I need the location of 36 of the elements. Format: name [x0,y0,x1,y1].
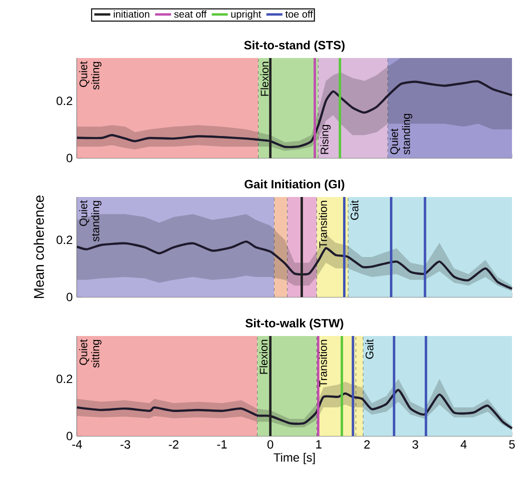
y-tick-label: 0.2 [56,236,72,244]
band-label: Rising [320,124,331,154]
legend-label: seat off [174,10,207,18]
x-tick-label: -1 [217,440,227,448]
chart-title: Sit-to-walk (STW) [246,318,344,330]
chart-title: Gait Initiation (GI) [244,180,344,191]
y-tick-label: 0 [66,292,72,302]
band-label: Gait [350,200,358,220]
x-tick-label: 0 [267,440,274,449]
x-tick-label: 2 [364,440,370,449]
band-label: Quiet standing [390,114,412,154]
band-label: Transition [318,340,328,387]
x-tick-label: 5 [509,440,515,449]
band-label: Gait [365,339,374,359]
x-tick-label: 3 [412,440,418,449]
band-label: Flexion [260,62,269,96]
x-tick-label: -2 [168,440,178,449]
band-label: Quiet sitting [79,339,102,368]
y-tick-label: 0.2 [56,96,72,106]
y-tick-label: 0 [66,154,72,162]
band-label: Quiet standing [79,200,102,242]
band-label: Quiet sitting [79,61,102,90]
x-axis-title: Time [s] [274,452,315,464]
band-label: Flexion [259,340,268,374]
x-tick-label: 4 [460,440,467,448]
chart-title: Sit-to-stand (STS) [244,40,345,52]
legend-label: initiation [114,10,150,18]
band-label: Transition [318,200,328,248]
legend-label: toe off [285,10,313,18]
y-axis-title: Mean coherence [34,196,44,298]
x-tick-label: 1 [316,440,322,448]
y-tick-label: 0 [66,432,72,440]
y-tick-label: 0.2 [56,374,72,384]
legend-label: upright [231,10,262,20]
x-tick-label: -3 [120,440,130,449]
x-tick-label: -4 [72,440,82,448]
